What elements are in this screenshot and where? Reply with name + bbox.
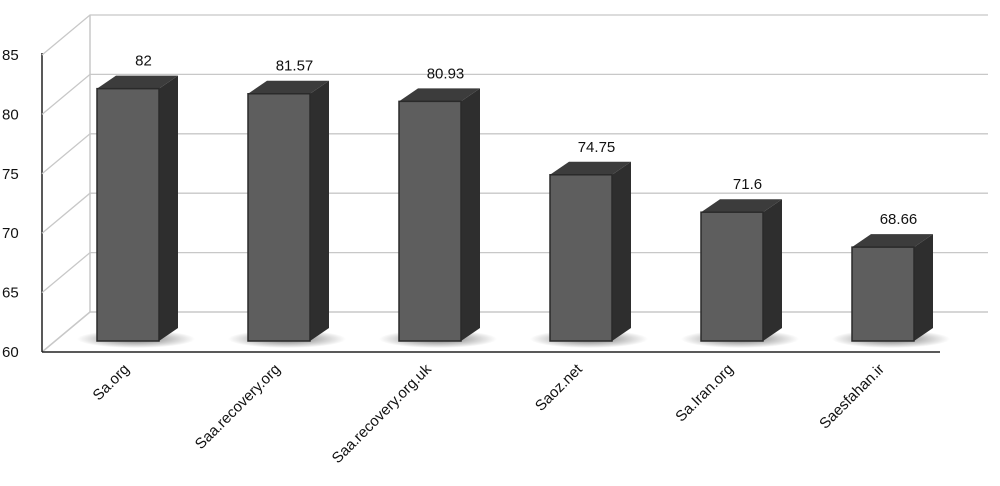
bar-side xyxy=(763,199,782,341)
y-tick-label: 85 xyxy=(2,47,19,64)
bar xyxy=(379,88,497,348)
bar-side xyxy=(612,161,631,341)
bar xyxy=(681,199,799,348)
y-tick-label: 60 xyxy=(2,344,19,361)
value-label: 68.66 xyxy=(880,211,918,228)
bar-top xyxy=(399,88,480,102)
bar-side xyxy=(310,80,329,341)
x-tick-label: Saa.recovery.org.uk xyxy=(329,360,436,467)
bar xyxy=(832,234,950,348)
bar-front xyxy=(398,100,462,342)
bar-front xyxy=(247,92,311,342)
gridline xyxy=(41,133,988,175)
value-labels: 82 81.57 80.93 74.75 71.6 68.66 xyxy=(135,53,917,228)
bar-side xyxy=(159,75,178,341)
y-tick-label: 65 xyxy=(2,285,19,302)
x-tick-label: Saa.recovery.org xyxy=(192,361,284,453)
x-tick-label: Sa.Iran.org xyxy=(672,361,737,426)
y-axis: 60 65 70 75 80 85 xyxy=(2,47,19,361)
chart-frame xyxy=(41,15,988,353)
value-label: 82 xyxy=(135,53,152,70)
y-tick-label: 70 xyxy=(2,225,19,242)
bar-front xyxy=(549,174,613,342)
floor-edge-left xyxy=(41,311,91,353)
y-tick-label: 75 xyxy=(2,166,19,183)
gridline xyxy=(41,251,988,294)
gridline xyxy=(41,73,988,115)
x-axis: Sa.org Saa.recovery.org Saa.recovery.org.u… xyxy=(90,360,888,467)
value-label: 74.75 xyxy=(578,139,616,156)
bar-front xyxy=(96,87,160,342)
bar-top xyxy=(852,234,933,248)
bar-front xyxy=(700,211,764,342)
gridline xyxy=(41,14,988,56)
x-tick-label: Saesfahan.ir xyxy=(816,361,888,433)
bar-top xyxy=(248,80,329,94)
bar-top xyxy=(550,161,631,175)
bar-front xyxy=(851,246,915,342)
value-label: 80.93 xyxy=(427,65,465,82)
y-tick-label: 80 xyxy=(2,106,19,123)
bar xyxy=(77,75,195,348)
x-tick-label: Saoz.net xyxy=(532,360,586,414)
gridlines xyxy=(41,14,988,294)
bar xyxy=(228,80,346,348)
value-label: 81.57 xyxy=(276,58,314,75)
bar xyxy=(530,161,648,348)
bar-top xyxy=(97,75,178,89)
bar-top xyxy=(701,199,782,213)
bar-side xyxy=(914,234,933,341)
gridline xyxy=(41,192,988,234)
bar-side xyxy=(461,88,480,342)
value-label: 71.6 xyxy=(733,176,762,193)
bars xyxy=(77,75,950,348)
x-tick-label: Sa.org xyxy=(90,361,133,404)
